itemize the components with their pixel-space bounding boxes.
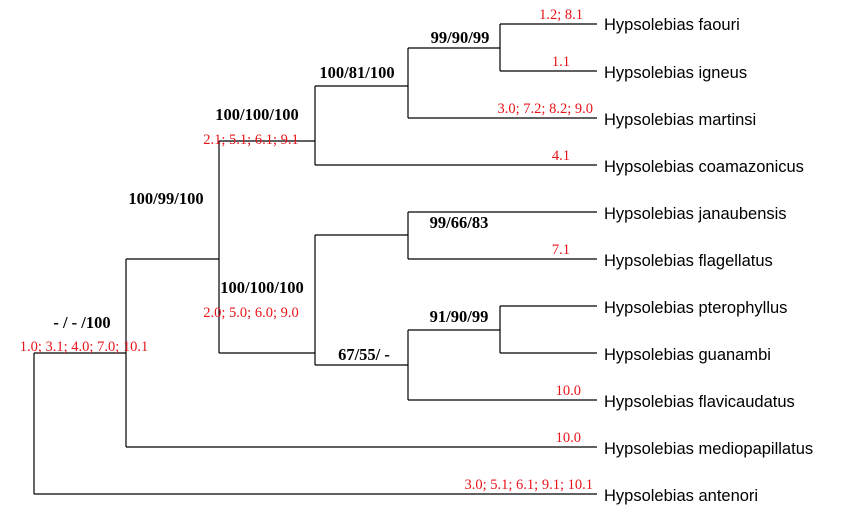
taxon-label-flagellatus: Hypsolebias flagellatus — [604, 252, 773, 270]
terminal-changes-mediopapillatus: 10.0 — [556, 430, 581, 446]
node-support-n6: 99/66/83 — [430, 213, 489, 232]
terminal-changes-faouri: 1.2; 8.1 — [539, 7, 583, 23]
taxon-label-guanambi: Hypsolebias guanambi — [604, 346, 771, 364]
taxon-label-martinsi: Hypsolebias martinsi — [604, 111, 756, 129]
terminal-changes-coamazonicus: 4.1 — [552, 148, 570, 164]
taxon-label-flavicaudatus: Hypsolebias flavicaudatus — [604, 393, 795, 411]
node-support-n3: 100/81/100 — [319, 63, 394, 82]
node-support-n5: 100/100/100 — [220, 278, 303, 297]
node-support-n4: 99/90/99 — [431, 28, 490, 47]
node-changes-n5: 2.0; 5.0; 6.0; 9.0 — [203, 305, 298, 321]
terminal-changes-igneus: 1.1 — [552, 54, 570, 70]
taxon-label-janaubensis: Hypsolebias janaubensis — [604, 205, 787, 223]
taxon-label-faouri: Hypsolebias faouri — [604, 16, 740, 34]
node-changes-n2: 2.1; 5.1; 6.1; 9.1 — [203, 132, 298, 148]
node-support-n1: 100/99/100 — [128, 189, 203, 208]
terminal-changes-flavicaudatus: 10.0 — [556, 383, 581, 399]
taxon-label-coamazonicus: Hypsolebias coamazonicus — [604, 158, 804, 176]
tree-branches — [33, 23, 597, 495]
taxon-label-mediopapillatus: Hypsolebias mediopapillatus — [604, 440, 813, 458]
taxon-label-igneus: Hypsolebias igneus — [604, 64, 747, 82]
terminal-changes-antenori: 3.0; 5.1; 6.1; 9.1; 10.1 — [465, 477, 594, 493]
node-changes-root: 1.0; 3.1; 4.0; 7.0; 10.1 — [20, 339, 149, 355]
terminal-changes-flagellatus: 7.1 — [552, 242, 570, 258]
taxon-label-antenori: Hypsolebias antenori — [604, 487, 758, 505]
node-support-n2: 100/100/100 — [215, 105, 298, 124]
node-support-n7: 67/55/ - — [338, 345, 390, 364]
node-support-n8: 91/90/99 — [430, 307, 489, 326]
tree-labels: Hypsolebias faouri Hypsolebias igneus Hy… — [20, 7, 813, 505]
terminal-changes-martinsi: 3.0; 7.2; 8.2; 9.0 — [498, 101, 593, 117]
node-support-root: - / - /100 — [53, 313, 110, 332]
taxon-label-pterophyllus: Hypsolebias pterophyllus — [604, 299, 787, 317]
